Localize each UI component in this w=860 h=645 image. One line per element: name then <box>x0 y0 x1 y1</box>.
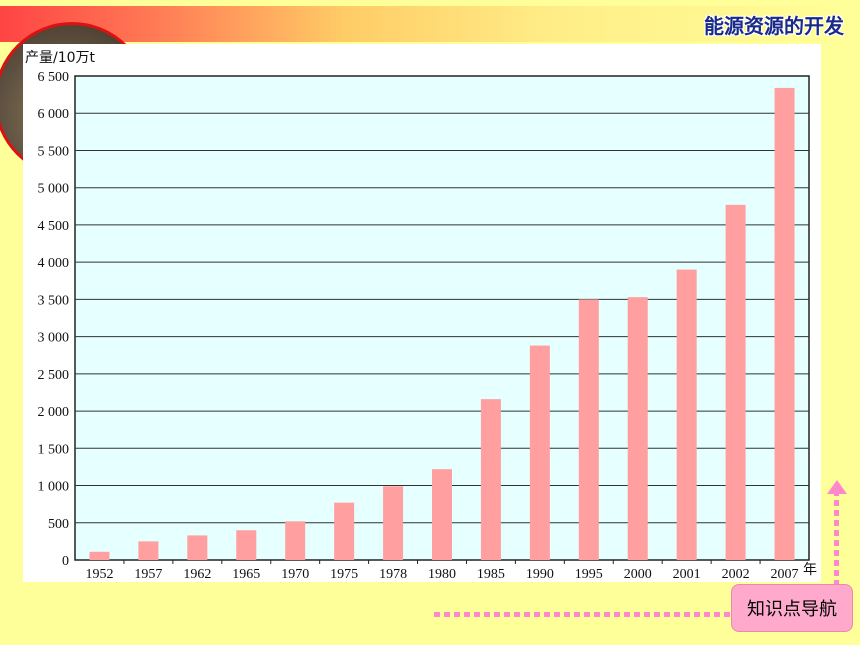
x-axis-label: 年 <box>803 562 817 578</box>
y-tick-label: 2 000 <box>38 405 70 420</box>
x-tick-label: 2001 <box>673 567 701 582</box>
bar-1962 <box>187 535 208 560</box>
x-tick-label: 1965 <box>232 567 260 582</box>
y-tick-label: 5 500 <box>38 144 70 159</box>
x-tick-label: 1985 <box>477 567 505 582</box>
bar-1965 <box>236 530 257 560</box>
y-tick-label: 3 000 <box>38 331 70 346</box>
bar-1970 <box>285 521 306 560</box>
bar-1995 <box>578 299 599 560</box>
y-tick-label: 0 <box>62 554 69 569</box>
x-tick-label: 1952 <box>85 567 113 582</box>
x-tick-labels: 1952 1957 1962 1965 1970 1975 1978 1980 1985 1990… <box>85 560 799 582</box>
y-tick-label: 4 500 <box>38 219 70 234</box>
bar-1952 <box>89 551 110 560</box>
bar-1975 <box>334 502 355 560</box>
x-tick-label: 1995 <box>575 567 603 582</box>
y-tick-label: 1 500 <box>38 442 70 457</box>
bar-1985 <box>480 399 501 560</box>
y-tick-label: 500 <box>48 517 69 532</box>
knowledge-nav-button[interactable]: 知识点导航 <box>731 584 853 632</box>
nav-dotted-line-horizontal <box>434 612 734 617</box>
x-tick-label: 1978 <box>379 567 407 582</box>
x-tick-label: 2007 <box>771 567 799 582</box>
y-tick-label: 6 000 <box>38 107 70 122</box>
x-tick-label: 1990 <box>526 567 554 582</box>
y-tick-label: 6 500 <box>38 70 70 85</box>
nav-dotted-line-vertical <box>834 490 839 588</box>
chart-panel: 0 500 1 000 1 500 2 000 2 500 3 000 3 500 4 000 4… <box>23 44 821 582</box>
bar-1957 <box>138 541 159 560</box>
y-tick-label: 3 500 <box>38 293 70 308</box>
bar-2000 <box>627 297 648 560</box>
bar-2007 <box>774 87 795 560</box>
bars <box>89 87 795 560</box>
x-tick-label: 2002 <box>722 567 750 582</box>
bar-2001 <box>676 269 697 560</box>
x-tick-label: 1957 <box>134 567 162 582</box>
y-tick-label: 1 000 <box>38 480 70 495</box>
header-bar <box>0 6 860 42</box>
bar-1978 <box>383 486 404 560</box>
y-axis-label: 产量/10万t <box>25 50 96 66</box>
bar-1990 <box>529 345 550 560</box>
x-tick-label: 1970 <box>281 567 309 582</box>
page-title: 能源资源的开发 <box>704 14 844 38</box>
bar-chart: 0 500 1 000 1 500 2 000 2 500 3 000 3 500 4 000 4… <box>25 50 817 582</box>
x-tick-label: 1962 <box>183 567 211 582</box>
up-arrow-icon <box>827 480 847 494</box>
bar-1980 <box>432 469 452 560</box>
x-tick-label: 2000 <box>624 567 652 582</box>
x-tick-label: 1980 <box>428 567 456 582</box>
y-tick-label: 4 000 <box>38 256 70 271</box>
x-tick-label: 1975 <box>330 567 358 582</box>
y-tick-label: 5 000 <box>38 182 70 197</box>
bar-2002 <box>725 204 746 560</box>
y-tick-labels: 0 500 1 000 1 500 2 000 2 500 3 000 3 500 4 000 4… <box>38 70 70 569</box>
y-tick-label: 2 500 <box>38 368 70 383</box>
